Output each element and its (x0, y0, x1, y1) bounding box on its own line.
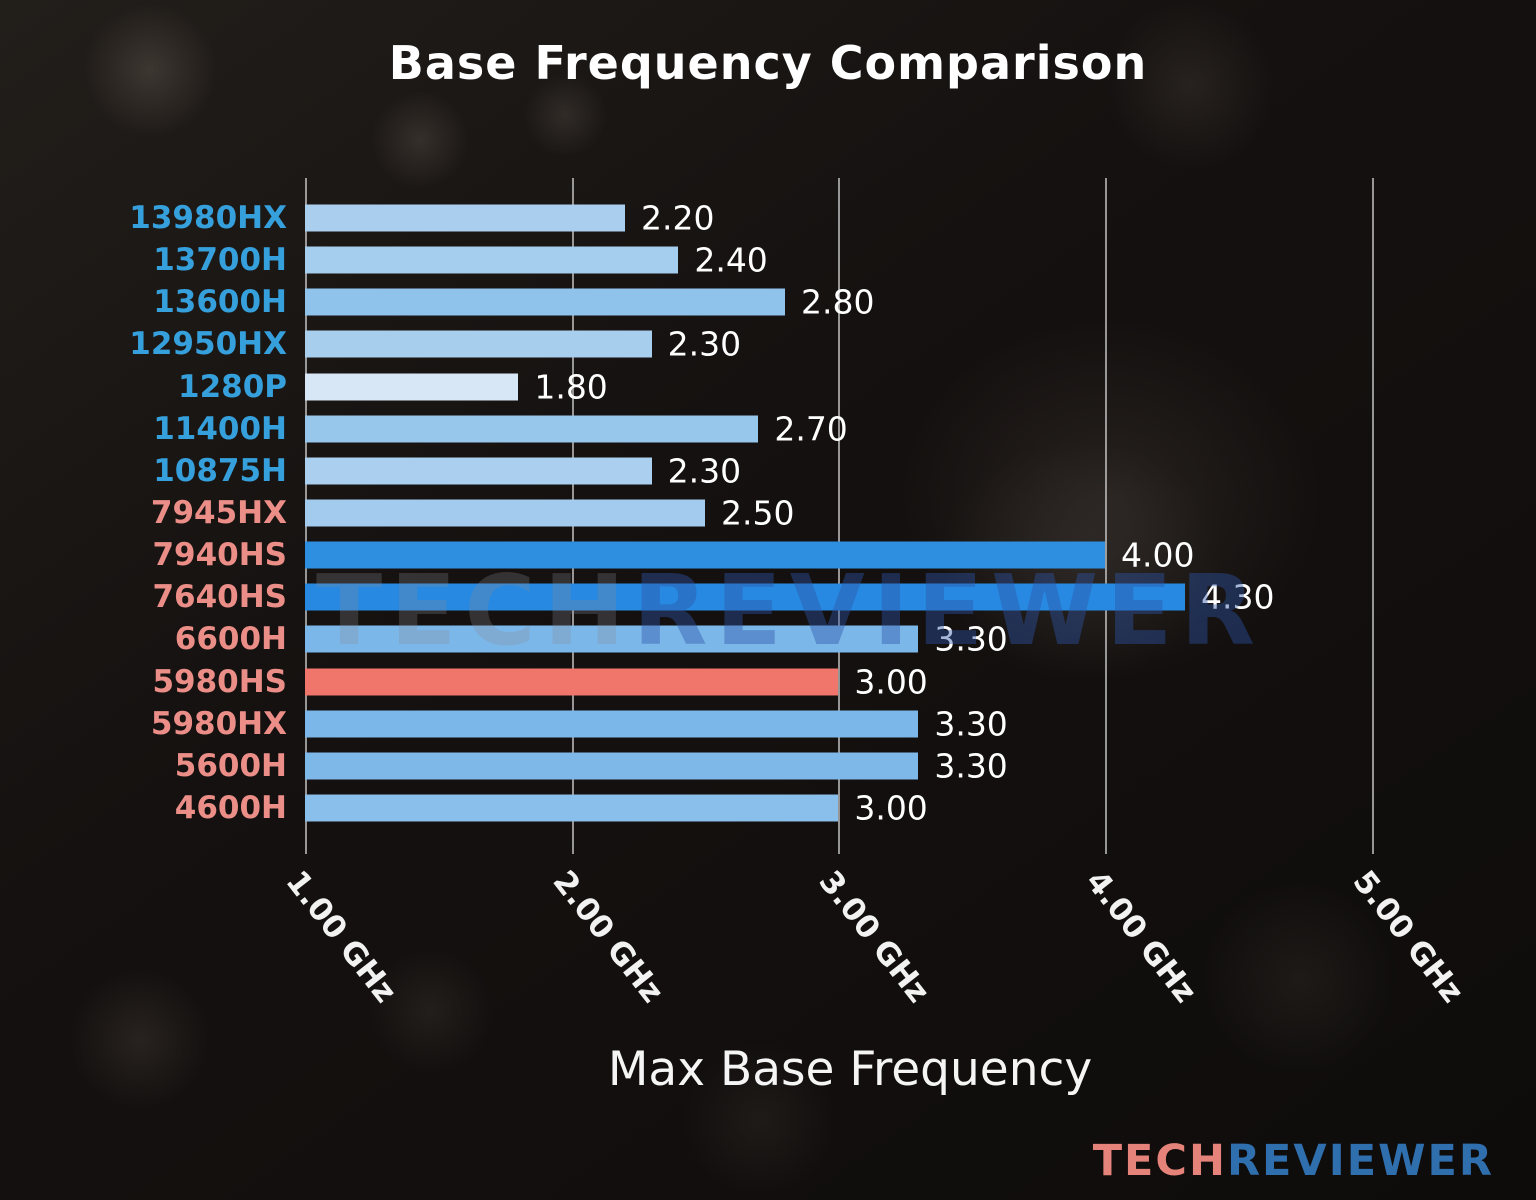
category-label: 7640HS (152, 579, 287, 616)
value-label: 3.00 (854, 788, 928, 828)
value-label: 2.40 (694, 240, 768, 280)
x-tick-label: 2.00 GHz (545, 864, 671, 1010)
brand-logo: TECHREVIEWER (1093, 1136, 1494, 1186)
value-label: 3.30 (934, 746, 1008, 786)
x-tick-label: 1.00 GHz (278, 864, 404, 1010)
value-label: 2.80 (801, 282, 875, 322)
value-label: 4.00 (1121, 535, 1195, 575)
category-label: 11400H (153, 410, 287, 447)
value-label: 3.30 (934, 704, 1008, 744)
bar (305, 794, 839, 822)
chart-row: 12950HX 2.30 (0, 323, 1536, 365)
value-label: 1.80 (534, 367, 608, 407)
chart-row: 13600H 2.80 (0, 281, 1536, 323)
chart-row: 4600H 3.00 (0, 787, 1536, 829)
category-label: 5980HS (152, 663, 287, 700)
category-label: 7940HS (152, 537, 287, 574)
value-label: 2.70 (774, 409, 848, 449)
bar (305, 457, 652, 485)
category-label: 7945HX (150, 495, 287, 532)
category-label: 10875H (153, 452, 287, 489)
chart-row: 7945HX 2.50 (0, 492, 1536, 534)
value-label: 2.30 (667, 451, 742, 491)
bar (305, 752, 919, 780)
bar (305, 246, 679, 274)
bar (305, 710, 919, 738)
bar (305, 583, 1185, 611)
x-tick-label: 5.00 GHz (1345, 864, 1471, 1010)
brand-logo-tech: TECH (1092, 1136, 1227, 1186)
value-label: 3.30 (934, 619, 1008, 659)
chart-row: 5980HX 3.30 (0, 703, 1536, 745)
chart-row: 13700H 2.40 (0, 239, 1536, 281)
x-tick-label: 3.00 GHz (811, 864, 937, 1010)
chart-row: 1280P 1.80 (0, 366, 1536, 408)
category-label: 13980HX (129, 200, 287, 237)
bar (305, 541, 1105, 569)
bar (305, 204, 625, 232)
chart-row: 5600H 3.30 (0, 745, 1536, 787)
x-axis-label: Max Base Frequency (607, 1042, 1093, 1097)
chart-row: 10875H 2.30 (0, 450, 1536, 492)
category-label: 13600H (153, 284, 287, 321)
x-tick-label: 4.00 GHz (1078, 864, 1204, 1010)
chart-row: 11400H 2.70 (0, 408, 1536, 450)
bar (305, 625, 919, 653)
bar (305, 499, 705, 527)
bar-rows: 13980HX 2.20 13700H 2.40 13600H 2.80 12950HX 2.… (0, 197, 1536, 829)
chart-row: 7640HS 4.30 (0, 576, 1536, 618)
value-label: 2.50 (721, 493, 795, 533)
category-label: 12950HX (129, 326, 287, 363)
category-label: 1280P (178, 368, 287, 405)
brand-logo-reviewer: REVIEWER (1226, 1136, 1494, 1186)
gridline (838, 178, 841, 854)
bar (305, 373, 519, 401)
chart-row: 7940HS 4.00 (0, 534, 1536, 576)
value-label: 4.30 (1201, 577, 1275, 617)
bar (305, 668, 839, 696)
value-label: 3.00 (854, 662, 928, 702)
chart-row: 13980HX 2.20 (0, 197, 1536, 239)
chart-row: 6600H 3.30 (0, 618, 1536, 660)
bar (305, 288, 785, 316)
chart-row: 5980HS 3.00 (0, 661, 1536, 703)
chart-title: Base Frequency Comparison (388, 36, 1148, 90)
category-label: 4600H (174, 790, 287, 827)
category-label: 5980HX (150, 705, 287, 742)
value-label: 2.20 (641, 198, 715, 238)
category-label: 5600H (174, 747, 287, 784)
category-label: 6600H (174, 621, 287, 658)
bar (305, 330, 652, 358)
gridline (1371, 178, 1374, 854)
value-label: 2.30 (667, 324, 742, 364)
gridline (1105, 178, 1107, 854)
category-label: 13700H (153, 242, 287, 279)
bar (305, 415, 759, 443)
